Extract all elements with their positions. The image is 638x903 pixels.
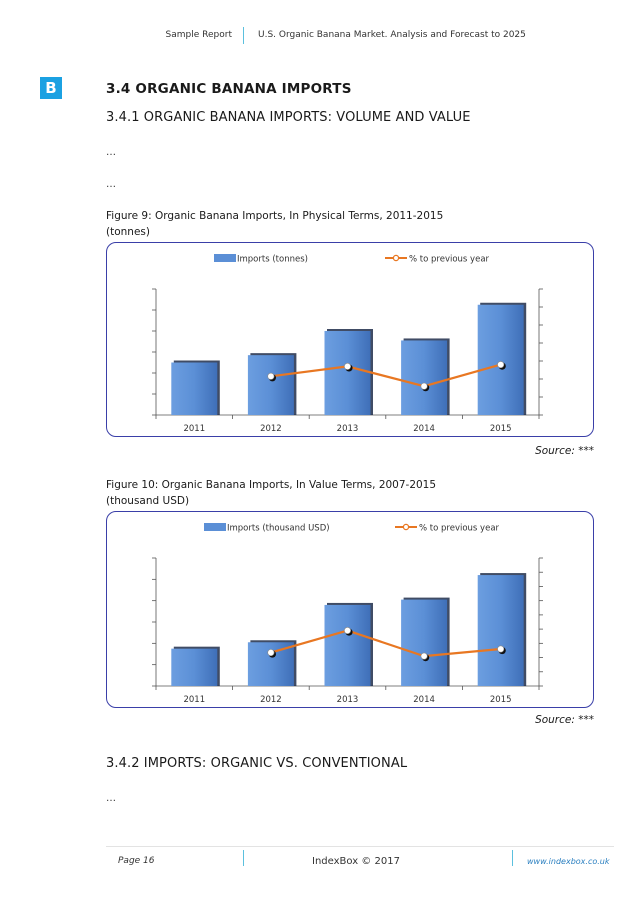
legend-label-bars: Imports (tonnes) <box>237 255 308 265</box>
line-marker <box>344 362 352 370</box>
bar-2015 <box>477 575 524 686</box>
x-tick-label-2015: 2015 <box>490 424 512 434</box>
legend-label-line: % to previous year <box>409 255 490 265</box>
header-separator <box>243 27 244 44</box>
x-tick-label-2015: 2015 <box>490 695 512 705</box>
header-report-label: Sample Report <box>165 30 232 40</box>
source-label: Source: <box>535 445 575 457</box>
line-marker <box>497 361 505 369</box>
footer-page-number: Page 16 <box>118 856 155 866</box>
subsection-title-organic-vs-conventional: 3.4.2 IMPORTS: ORGANIC VS. CONVENTIONAL <box>106 756 408 771</box>
line-marker <box>267 372 275 380</box>
indexbox-logo-icon: B <box>40 77 62 99</box>
legend-bar-swatch <box>204 523 226 531</box>
figure-9-caption: Figure 9: Organic Banana Imports, In Phy… <box>106 208 443 240</box>
bar-2015 <box>477 304 524 415</box>
figure-10-chart: Imports (thousand USD) % to previous year… <box>106 511 594 708</box>
section-title: 3.4 ORGANIC BANANA IMPORTS <box>106 81 352 97</box>
x-tick-label-2012: 2012 <box>260 695 282 705</box>
source-label: Source: <box>535 714 575 726</box>
figure-9-caption-title: Figure 9: Organic Banana Imports, In Phy… <box>106 210 444 222</box>
legend-line-marker <box>392 254 400 262</box>
legend-bar-swatch <box>214 254 236 262</box>
line-marker <box>420 382 428 390</box>
x-tick-label-2011: 2011 <box>183 424 205 434</box>
bar-2014 <box>401 340 448 415</box>
source-value: *** <box>578 714 594 726</box>
figure-10-source: Source: *** <box>535 714 594 726</box>
x-tick-label-2013: 2013 <box>337 695 359 705</box>
footer-separator <box>243 850 244 866</box>
figure-9-source: Source: *** <box>535 445 594 457</box>
line-marker <box>344 627 352 635</box>
figure-9-chart: Imports (tonnes) % to previous year 2011 20… <box>106 242 594 437</box>
legend-label-bars: Imports (thousand USD) <box>227 524 330 534</box>
x-tick-label-2011: 2011 <box>183 695 205 705</box>
line-series-path <box>270 629 501 658</box>
x-tick-label-2012: 2012 <box>260 424 282 434</box>
placeholder-text: … <box>106 793 116 804</box>
figure-9-chart-svg: Imports (tonnes) % to previous year 2011 20… <box>152 254 543 434</box>
legend-line-marker <box>402 523 410 531</box>
footer-copyright: IndexBox © 2017 <box>312 856 400 867</box>
x-tick-label-2014: 2014 <box>413 424 435 434</box>
figure-10-caption-title: Figure 10: Organic Banana Imports, In Va… <box>106 479 437 491</box>
bar-2011 <box>171 648 218 686</box>
bar-2011 <box>171 362 218 415</box>
footer-website-link[interactable]: www.indexbox.co.uk <box>527 857 610 866</box>
line-series-path <box>270 363 501 388</box>
placeholder-text: … <box>106 147 116 158</box>
x-tick-label-2014: 2014 <box>413 695 435 705</box>
bar-2012 <box>247 355 294 415</box>
bar-2014 <box>401 599 448 686</box>
source-value: *** <box>578 445 594 457</box>
x-tick-label-2013: 2013 <box>337 424 359 434</box>
legend-label-line: % to previous year <box>419 524 500 534</box>
subsection-title-volume-value: 3.4.1 ORGANIC BANANA IMPORTS: VOLUME AND… <box>106 110 471 125</box>
bar-2013 <box>324 331 371 415</box>
line-marker <box>420 652 428 660</box>
figure-10-caption-unit: (thousand USD) <box>106 495 190 507</box>
header-report-title: U.S. Organic Banana Market. Analysis and… <box>258 30 526 40</box>
figure-10-chart-svg: Imports (thousand USD) % to previous year… <box>152 523 543 705</box>
figure-9-caption-unit: (tonnes) <box>106 226 150 238</box>
placeholder-text: … <box>106 179 116 190</box>
line-marker <box>497 645 505 653</box>
line-marker <box>267 649 275 657</box>
figure-10-caption: Figure 10: Organic Banana Imports, In Va… <box>106 477 436 509</box>
footer-separator <box>512 850 513 866</box>
bar-2013 <box>324 604 371 686</box>
footer-divider <box>106 846 614 847</box>
